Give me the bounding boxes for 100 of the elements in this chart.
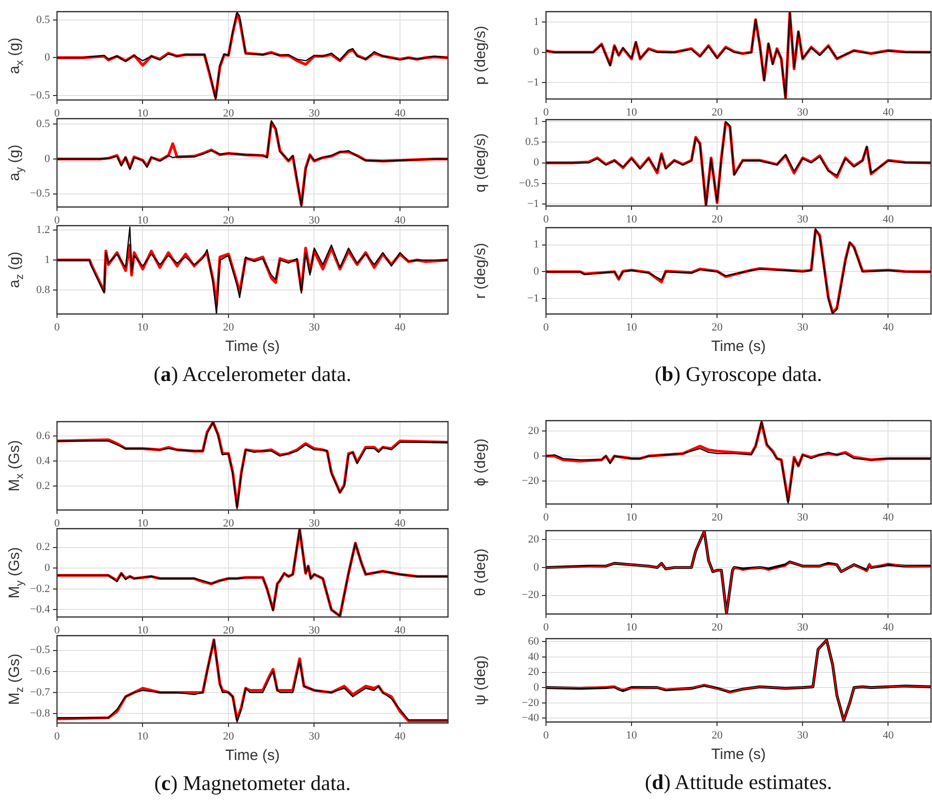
y-tick-label: −1	[527, 198, 539, 210]
y-tick-label: −0.5	[30, 644, 50, 656]
x-tick-label: 20	[222, 517, 234, 530]
x-tick-label: 0	[543, 729, 550, 742]
x-tick-label: 30	[308, 624, 320, 636]
y-tick-label: 60	[528, 636, 540, 648]
y-tick-label: −40	[522, 712, 540, 724]
y-tick-label: 0.2	[36, 541, 50, 554]
y-tick-label: 20	[528, 425, 540, 438]
y-tick-label: 0	[534, 561, 540, 574]
x-tick-label: 0	[54, 214, 60, 226]
x-tick-label: 0	[543, 511, 550, 524]
x-tick-label: 0	[54, 321, 60, 334]
x-tick-label: 30	[308, 214, 320, 226]
x-tick-label: 40	[882, 321, 894, 334]
x-tick-label: 0	[54, 624, 60, 636]
x-tick-label: 10	[626, 621, 638, 634]
y-tick-label: 1	[534, 238, 539, 251]
y-axis-title: q (deg/s)	[472, 133, 489, 192]
y-tick-label: 0.5	[525, 136, 540, 148]
y-tick-label: 0.6	[36, 430, 50, 442]
y-axis-title: ϕ (deg)	[472, 438, 489, 486]
y-tick-label: 0	[44, 152, 50, 165]
x-tick-label: 20	[712, 106, 724, 118]
y-axis-title: ay (g)	[6, 144, 26, 181]
x-tick-label: 40	[882, 106, 894, 118]
x-tick-label: 0	[543, 321, 550, 334]
x-tick-label: 0	[543, 106, 550, 118]
x-tick-label: 0	[54, 730, 60, 742]
x-tick-label: 20	[222, 214, 234, 226]
y-tick-label: 0	[534, 46, 540, 58]
y-tick-label: 0	[44, 562, 50, 574]
x-tick-label: 10	[137, 107, 149, 120]
x-axis-title: Time (s)	[711, 746, 766, 764]
y-tick-label: 1	[534, 116, 539, 128]
x-tick-label: 20	[712, 621, 724, 634]
x-tick-label: 10	[137, 214, 149, 226]
y-tick-label: 0.5	[36, 118, 50, 130]
x-tick-label: 10	[137, 517, 149, 530]
x-tick-label: 20	[712, 729, 724, 742]
text: (b) Gyroscope data.	[654, 362, 824, 387]
x-tick-label: 10	[626, 321, 638, 334]
y-tick-label: −20	[522, 696, 540, 709]
x-tick-label: 40	[394, 517, 406, 530]
y-tick-label: −0.5	[30, 89, 50, 102]
x-tick-label: 40	[394, 214, 406, 226]
y-tick-label: 0.4	[36, 454, 50, 467]
y-tick-label: 0	[534, 681, 540, 694]
x-axis-title: Time (s)	[711, 338, 766, 356]
x-tick-label: 30	[797, 511, 809, 524]
y-tick-label: −0.5	[519, 177, 540, 190]
y-tick-label: −0.8	[30, 707, 50, 720]
y-tick-label: 1.2	[36, 224, 50, 236]
y-tick-label: 0.8	[36, 284, 50, 296]
y-tick-label: 1	[534, 16, 539, 28]
x-axis-title: Time (s)	[225, 338, 280, 356]
x-tick-label: 40	[882, 511, 894, 524]
y-tick-label: 0.2	[36, 480, 50, 492]
x-tick-label: 30	[797, 621, 809, 634]
x-tick-label: 10	[137, 321, 149, 334]
x-tick-label: 30	[797, 213, 809, 226]
x-tick-label: 30	[308, 107, 320, 120]
x-tick-label: 0	[543, 621, 550, 634]
y-tick-label: −0.7	[30, 686, 50, 698]
y-axis-title: ψ (deg)	[472, 655, 489, 706]
x-tick-label: 20	[222, 730, 234, 742]
y-tick-label: 0	[534, 266, 540, 278]
y-tick-label: 0	[44, 52, 50, 64]
x-tick-label: 0	[54, 517, 60, 530]
x-tick-label: 30	[308, 517, 320, 530]
y-tick-label: −20	[522, 474, 540, 487]
y-axis-title: Mx (Gs)	[6, 440, 26, 492]
y-tick-label: 20	[528, 534, 540, 546]
y-tick-label: 1	[44, 254, 50, 266]
x-tick-label: 30	[308, 321, 320, 334]
y-axis-title: az (g)	[6, 252, 26, 288]
y-axis-title: Mz (Gs)	[6, 654, 26, 705]
y-tick-label: −1	[527, 292, 539, 305]
y-axis-title: My (Gs)	[6, 547, 26, 598]
x-tick-label: 30	[797, 729, 809, 742]
x-tick-label: 10	[626, 213, 638, 226]
y-axis-title: ax (g)	[6, 38, 26, 74]
y-axis-title: θ (deg)	[472, 548, 489, 596]
y-tick-label: 40	[528, 650, 540, 663]
x-tick-label: 20	[222, 321, 234, 334]
x-tick-label: 10	[137, 624, 149, 636]
x-tick-label: 40	[394, 624, 406, 636]
x-tick-label: 30	[797, 106, 809, 118]
x-tick-label: 20	[712, 511, 724, 524]
y-tick-label: −0.6	[30, 665, 50, 678]
y-tick-label: −0.4	[30, 604, 50, 616]
x-tick-label: 20	[712, 321, 724, 334]
x-tick-label: 40	[394, 107, 406, 120]
x-tick-label: 10	[626, 729, 638, 742]
text: (d) Attitude estimates.	[644, 770, 834, 795]
x-tick-label: 20	[222, 107, 234, 120]
text: (c) Magnetometer data.	[153, 771, 352, 796]
x-tick-label: 20	[222, 624, 234, 636]
y-tick-label: −0.2	[30, 582, 50, 595]
x-tick-label: 0	[543, 213, 550, 226]
